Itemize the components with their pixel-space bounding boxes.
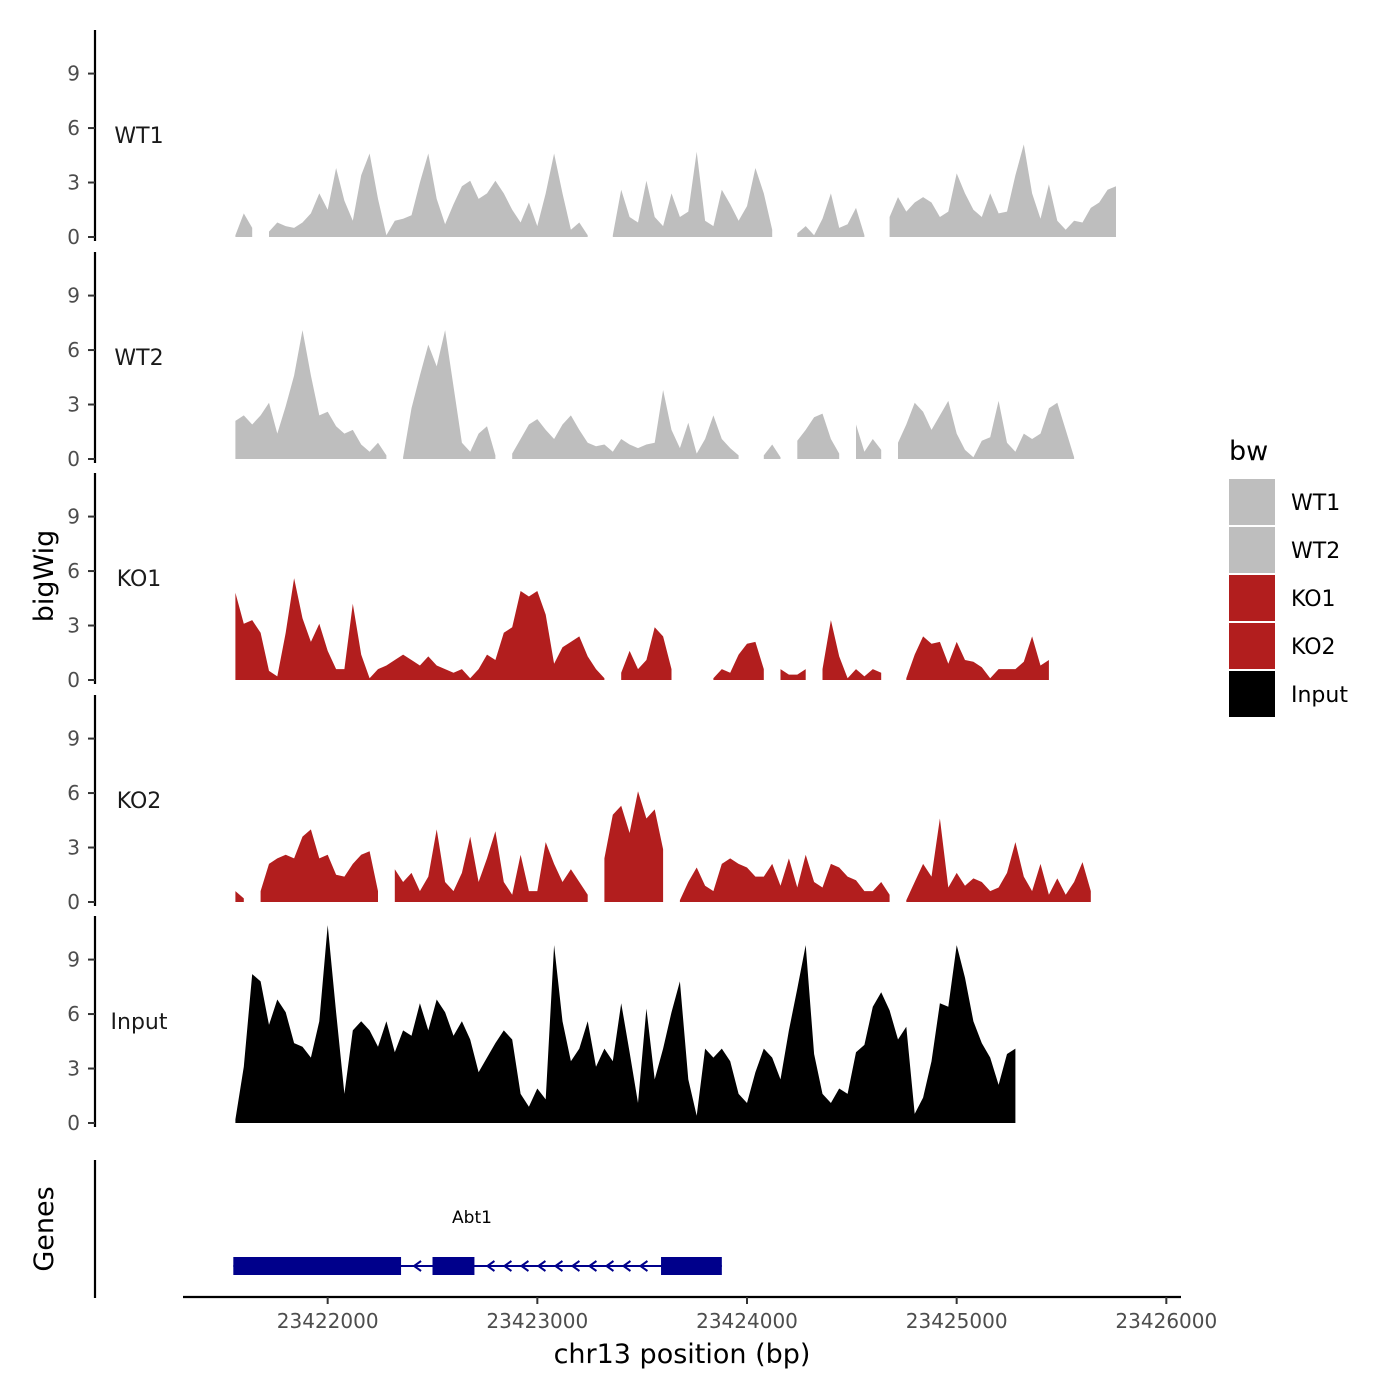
track-panel-ko2: 0 3 6 9 KO2	[67, 695, 1091, 914]
x-axis: 23422000 23423000 23424000 23425000 23426000	[183, 1295, 1217, 1333]
tracks-layer: 0 3 6 9 WT1 0 3 6 9 WT2 0 3 6 9 KO1 0 3 6 9 KO2 0 3 6 9 Input	[67, 30, 1116, 1135]
y-tick-label: 0	[67, 668, 80, 692]
genes-panel: Abt1	[93, 1160, 722, 1298]
coverage-area-ko1-1	[621, 627, 672, 680]
coverage-area-wt1-3	[797, 193, 865, 237]
y-tick-label: 0	[67, 225, 80, 249]
coverage-area-wt2-4	[797, 413, 840, 459]
y-axis-title-bigwig: bigWig	[29, 530, 60, 623]
strand-arrow	[638, 1260, 649, 1272]
legend-label-wt2: WT2	[1291, 539, 1340, 564]
y-tick-label: 9	[67, 62, 80, 86]
y-axis-title-genes: Genes	[29, 1186, 60, 1271]
legend-label-wt1: WT1	[1291, 491, 1340, 516]
strand-arrow	[502, 1260, 513, 1272]
y-tick-label: 3	[67, 393, 80, 417]
x-tick-label: 23423000	[486, 1309, 588, 1333]
y-tick-label: 6	[67, 116, 80, 140]
y-tick-label: 0	[67, 890, 80, 914]
y-tick-label: 9	[67, 284, 80, 308]
x-tick-label: 23425000	[906, 1309, 1008, 1333]
x-axis-title: chr13 position (bp)	[554, 1339, 811, 1370]
coverage-area-wt1-4	[889, 144, 1116, 237]
coverage-area-ko2-0	[235, 891, 244, 902]
coverage-area-wt2-6	[898, 400, 1075, 459]
coverage-area-ko2-1	[260, 829, 378, 902]
coverage-area-ko1-3	[780, 669, 806, 680]
coverage-area-ko1-2	[713, 641, 764, 680]
gene-label: Abt1	[452, 1208, 492, 1228]
legend-key-wt2	[1229, 527, 1275, 573]
panel-label-wt1: WT1	[114, 124, 163, 149]
exon-block-1	[432, 1257, 475, 1275]
x-tick-label: 23422000	[277, 1309, 379, 1333]
legend-label-ko1: KO1	[1291, 587, 1336, 612]
track-panel-wt2: 0 3 6 9 WT2	[67, 252, 1075, 471]
track-panel-ko1: 0 3 6 9 KO1	[67, 473, 1049, 692]
legend-key-wt1	[1229, 479, 1275, 525]
strand-arrow	[412, 1260, 422, 1272]
x-tick-label: 23426000	[1115, 1309, 1217, 1333]
coverage-area-wt2-0	[235, 330, 387, 459]
track-panel-wt1: 0 3 6 9 WT1	[67, 30, 1116, 249]
strand-arrow	[536, 1260, 547, 1272]
coverage-area-ko1-0	[235, 578, 605, 680]
legend-key-input	[1229, 671, 1275, 717]
y-tick-label: 6	[67, 559, 80, 583]
coverage-area-ko2-3	[604, 791, 664, 902]
exon-block-0	[233, 1257, 402, 1275]
coverage-area-ko2-2	[394, 829, 588, 902]
legend: bw WT1 WT2 KO1 KO2 Input	[1229, 436, 1348, 717]
strand-arrow	[587, 1260, 598, 1272]
y-tick-label: 3	[67, 614, 80, 638]
x-tick-label: 23424000	[696, 1309, 798, 1333]
coverage-area-wt2-3	[763, 444, 781, 459]
strand-arrow	[621, 1260, 632, 1272]
coverage-area-wt1-0	[235, 213, 253, 237]
coverage-area-wt1-1	[269, 153, 588, 237]
legend-key-ko1	[1229, 575, 1275, 621]
y-tick-label: 9	[67, 505, 80, 529]
legend-label-input: Input	[1291, 683, 1348, 708]
y-tick-label: 6	[67, 781, 80, 805]
strand-arrow	[604, 1260, 615, 1272]
coverage-area-wt2-5	[856, 424, 882, 459]
strand-arrow	[553, 1260, 564, 1272]
coverage-area-wt2-2	[512, 390, 739, 459]
y-tick-label: 3	[67, 1057, 80, 1081]
y-tick-label: 0	[67, 447, 80, 471]
y-tick-label: 6	[67, 1002, 80, 1026]
legend-label-ko2: KO2	[1291, 635, 1336, 660]
exon-block-2	[661, 1257, 722, 1275]
coverage-area-wt2-1	[403, 330, 496, 459]
y-tick-label: 3	[67, 836, 80, 860]
coverage-area-ko2-4	[679, 854, 890, 902]
coverage-area-ko1-5	[906, 636, 1049, 680]
y-tick-label: 0	[67, 1111, 80, 1135]
track-panel-input: 0 3 6 9 Input	[67, 916, 1016, 1135]
y-tick-label: 9	[67, 727, 80, 751]
panel-label-wt2: WT2	[114, 346, 163, 371]
coverage-area-input-0	[235, 925, 1016, 1123]
strand-arrow	[570, 1260, 581, 1272]
legend-key-ko2	[1229, 623, 1275, 669]
coverage-area-wt1-2	[612, 151, 773, 237]
panel-label-ko2: KO2	[117, 789, 162, 814]
panel-label-ko1: KO1	[117, 567, 162, 592]
coverage-area-ko2-5	[906, 818, 1091, 902]
strand-arrow	[485, 1260, 496, 1272]
coverage-area-ko1-4	[822, 620, 882, 680]
legend-title: bw	[1229, 436, 1268, 467]
y-tick-label: 3	[67, 171, 80, 195]
y-tick-label: 9	[67, 948, 80, 972]
strand-arrow	[519, 1260, 530, 1272]
y-tick-label: 6	[67, 338, 80, 362]
panel-label-input: Input	[111, 1010, 168, 1035]
